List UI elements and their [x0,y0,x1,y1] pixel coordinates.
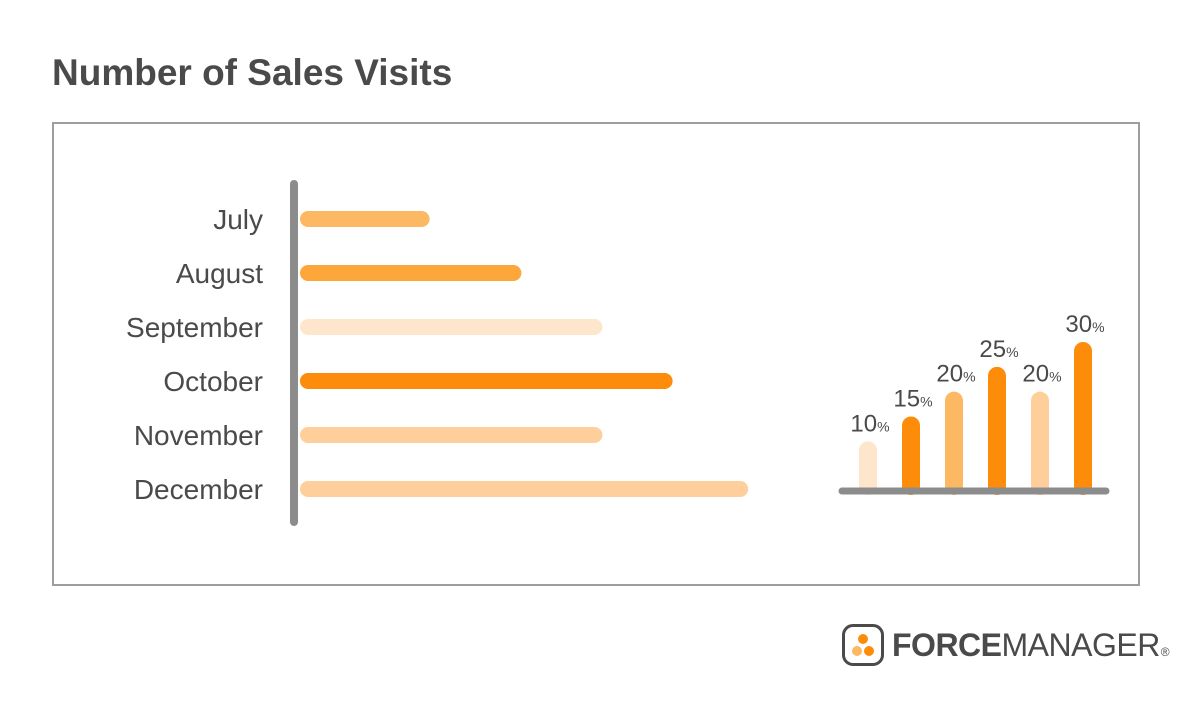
vertical-bar-chart: 10%15%20%25%20%30% [838,311,1110,495]
category-label: July [213,204,263,235]
bar [300,319,603,335]
data-label: 20% [936,361,975,388]
logo-text-force: FORCE [892,626,1002,663]
bar [300,481,749,497]
data-label: 15% [893,386,932,413]
category-label: September [126,312,263,343]
data-label: 30% [1065,311,1104,338]
bar [300,373,673,389]
horizontal-bar-chart: July August September October November Decemb… [126,180,749,526]
logo-text-manager: MANAGER [1001,626,1161,663]
page-title: Number of Sales Visits [52,52,453,93]
chart-frame: July August September October November Decemb… [52,122,1140,586]
forcemanager-logo: FORCE MANAGER ® [842,622,1170,668]
chart-canvas: July August September October November Decemb… [126,180,1110,526]
category-label: October [163,366,263,397]
bar [902,416,920,495]
bar [988,366,1006,495]
category-label: August [176,258,263,289]
bar [859,441,877,495]
three-dots-icon [842,624,884,666]
bar [300,211,430,227]
data-label: 25% [979,336,1018,363]
logo-registered-mark: ® [1160,644,1170,659]
bar [945,391,963,495]
bar [1031,391,1049,495]
category-label: December [134,474,263,505]
data-label: 20% [1022,361,1061,388]
bar [1074,342,1092,495]
bar [300,427,603,443]
bar [300,265,522,281]
category-label: November [134,420,263,451]
data-label: 10% [850,410,889,437]
